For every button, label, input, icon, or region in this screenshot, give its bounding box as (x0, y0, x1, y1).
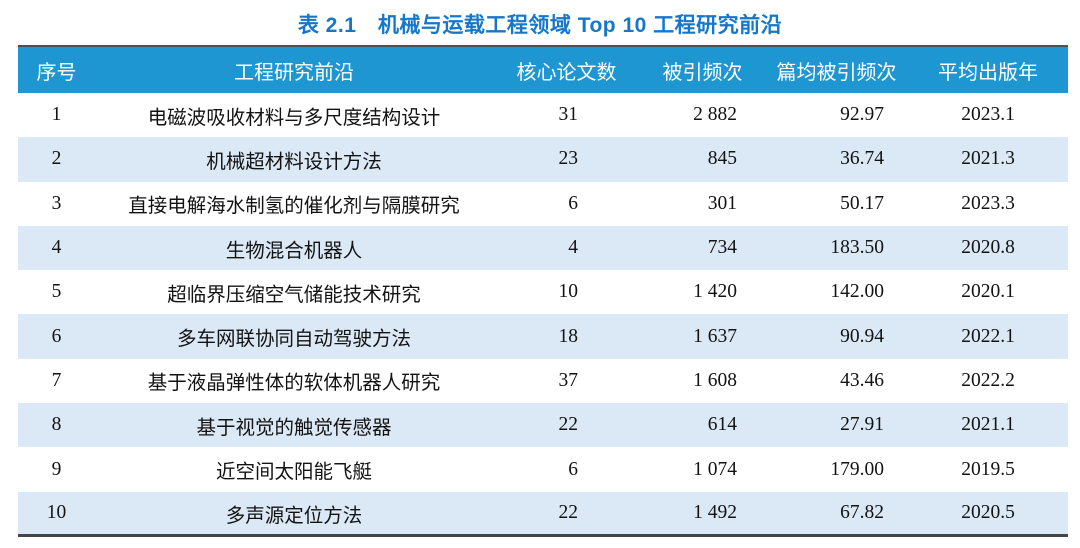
cell-rank: 5 (51, 281, 62, 303)
cell-year: 2021.1 (961, 414, 1015, 436)
table-row: 6 多车网联协同自动驾驶方法 18 1 637 90.94 2022.1 (18, 314, 1068, 359)
cell-rank: 3 (51, 192, 62, 214)
table-row: 9 近空间太阳能飞艇 6 1 074 179.00 2019.5 (18, 447, 1068, 492)
cell-front: 基于视觉的触觉传感器 (196, 417, 392, 439)
research-fronts-table: 序号 工程研究前沿 核心论文数 被引频次 篇均被引频次 平均出版年 1 电磁波吸收材料与多尺… (18, 45, 1068, 537)
column-header-cpp: 篇均被引频次 (776, 61, 897, 84)
header-row: 序号 工程研究前沿 核心论文数 被引频次 篇均被引频次 平均出版年 (18, 46, 1068, 93)
cell-front: 超临界压缩空气储能技术研究 (167, 284, 421, 306)
page-title: 表 2.1 机械与运载工程领域 Top 10 工程研究前沿 (297, 14, 783, 37)
cell-rank: 8 (51, 414, 62, 436)
cell-core_papers: 18 (558, 325, 579, 347)
cell-front: 直接电解海水制氢的催化剂与隔膜研究 (128, 196, 460, 218)
cell-core_papers: 6 (568, 192, 578, 214)
cell-front: 基于液晶弹性体的软体机器人研究 (147, 373, 441, 395)
table-row: 8 基于视觉的触觉传感器 22 614 27.91 2021.1 (18, 403, 1068, 448)
cell-citations: 1 492 (693, 502, 737, 524)
cell-cpp: 36.74 (840, 148, 884, 170)
table-row: 4 生物混合机器人 4 734 183.50 2020.8 (18, 225, 1068, 271)
table-row: 7 基于液晶弹性体的软体机器人研究 37 1 608 43.46 2022.2 (18, 358, 1068, 404)
column-header-core_papers: 核心论文数 (516, 61, 617, 84)
cell-cpp: 27.91 (840, 414, 884, 436)
cell-core_papers: 6 (568, 458, 578, 480)
cell-cpp: 43.46 (840, 369, 884, 391)
table-row: 2 机械超材料设计方法 23 845 36.74 2021.3 (18, 137, 1068, 182)
table-body: 1 电磁波吸收材料与多尺度结构设计 31 2 882 92.97 2023.1 2 机械超材料… (18, 93, 1068, 536)
cell-year: 2020.5 (961, 502, 1015, 524)
cell-rank: 9 (51, 458, 62, 480)
cell-core_papers: 31 (558, 104, 579, 126)
cell-core_papers: 22 (558, 414, 579, 436)
cell-front: 多车网联协同自动驾驶方法 (176, 329, 411, 351)
table-row: 1 电磁波吸收材料与多尺度结构设计 31 2 882 92.97 2023.1 (18, 93, 1068, 138)
cell-year: 2023.3 (961, 192, 1015, 214)
cell-core_papers: 10 (558, 281, 579, 303)
column-header-front: 工程研究前沿 (234, 61, 354, 84)
cell-year: 2023.1 (961, 104, 1015, 126)
column-header-citations: 被引频次 (662, 61, 743, 84)
cell-cpp: 183.50 (830, 237, 884, 259)
cell-rank: 7 (51, 369, 62, 391)
cell-citations: 1 420 (693, 281, 737, 303)
cell-rank: 2 (51, 148, 62, 170)
cell-cpp: 179.00 (830, 458, 884, 480)
cell-core_papers: 22 (558, 502, 579, 524)
cell-front: 电磁波吸收材料与多尺度结构设计 (147, 107, 441, 129)
table-row: 5 超临界压缩空气储能技术研究 10 1 420 142.00 2020.1 (18, 270, 1068, 315)
cell-cpp: 90.94 (840, 325, 884, 347)
cell-citations: 1 074 (693, 458, 737, 480)
cell-cpp: 92.97 (840, 104, 884, 126)
cell-citations: 2 882 (693, 104, 737, 126)
table-row: 3 直接电解海水制氢的催化剂与隔膜研究 6 301 50.17 2023.3 (18, 181, 1068, 226)
cell-citations: 614 (707, 414, 737, 436)
cell-citations: 301 (707, 192, 737, 214)
cell-citations: 734 (707, 237, 737, 259)
column-header-rank: 序号 (36, 61, 77, 84)
cell-front: 机械超材料设计方法 (206, 151, 382, 173)
cell-year: 2020.1 (961, 281, 1015, 303)
cell-core_papers: 4 (568, 237, 578, 259)
cell-citations: 1 637 (693, 325, 737, 347)
cell-year: 2021.3 (961, 148, 1015, 170)
cell-cpp: 50.17 (840, 192, 884, 214)
cell-year: 2022.2 (961, 369, 1015, 391)
cell-year: 2020.8 (961, 237, 1015, 259)
cell-core_papers: 23 (558, 148, 579, 170)
cell-rank: 4 (51, 237, 62, 259)
cell-citations: 1 608 (693, 369, 737, 391)
cell-core_papers: 37 (558, 369, 579, 391)
cell-front: 近空间太阳能飞艇 (215, 462, 372, 484)
cell-rank: 1 (51, 104, 62, 126)
cell-year: 2019.5 (961, 458, 1015, 480)
cell-citations: 845 (707, 148, 737, 170)
cell-front: 生物混合机器人 (225, 240, 363, 262)
table-row: 10 多声源定位方法 22 1 492 67.82 2020.5 (18, 491, 1068, 536)
cell-cpp: 142.00 (830, 281, 884, 303)
cell-year: 2022.1 (961, 325, 1015, 347)
cell-front: 多声源定位方法 (225, 505, 363, 527)
column-header-year: 平均出版年 (938, 61, 1038, 84)
cell-rank: 6 (51, 325, 62, 347)
cell-rank: 10 (46, 502, 67, 524)
cell-cpp: 67.82 (840, 502, 884, 524)
table-header: 序号 工程研究前沿 核心论文数 被引频次 篇均被引频次 平均出版年 (18, 46, 1068, 93)
